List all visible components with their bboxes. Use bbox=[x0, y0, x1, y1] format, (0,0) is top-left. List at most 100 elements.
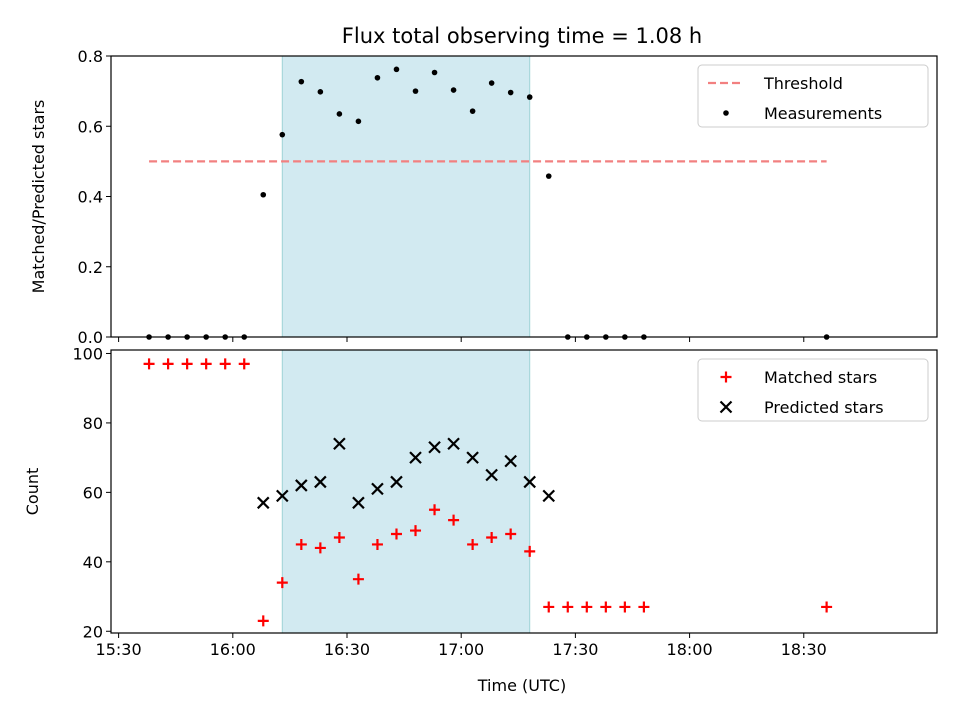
y-tick-label: 100 bbox=[72, 344, 103, 363]
matched-stars-marker bbox=[333, 532, 345, 544]
matched-stars-marker bbox=[543, 601, 555, 613]
axes-frame bbox=[110, 349, 938, 634]
measurement-point bbox=[355, 118, 362, 125]
matched-stars-marker bbox=[467, 538, 479, 550]
bottom-panel-counts: 15:30 16:00 16:30 17:00 17:30 18:00 18:30 20 40… bbox=[23, 344, 938, 659]
matched-stars-marker bbox=[600, 601, 612, 613]
predicted-stars-marker bbox=[504, 454, 517, 468]
measurement-point bbox=[374, 74, 381, 81]
matched-stars-marker bbox=[352, 573, 364, 585]
measurement-point bbox=[412, 88, 419, 94]
series-matched-stars bbox=[143, 358, 833, 627]
legend-measurements-swatch bbox=[723, 110, 729, 116]
matched-stars-marker bbox=[219, 358, 231, 370]
y-tick-label: 0.2 bbox=[78, 258, 103, 277]
matched-stars-marker bbox=[276, 577, 288, 589]
predicted-stars-marker bbox=[390, 475, 403, 489]
matched-stars-marker bbox=[314, 542, 326, 554]
measurement-point bbox=[336, 111, 343, 117]
matched-stars-marker bbox=[162, 358, 174, 370]
bottom-panel-x-ticks: 15:30 16:00 16:30 17:00 17:30 18:00 18:30 bbox=[96, 633, 827, 659]
y-tick-label: 20 bbox=[83, 622, 103, 641]
matched-stars-marker bbox=[524, 545, 536, 557]
matched-stars-marker bbox=[371, 538, 383, 550]
x-tick-label: 17:00 bbox=[438, 640, 484, 659]
observing-window-shade-top bbox=[281, 55, 531, 338]
top-panel-series bbox=[146, 66, 830, 340]
bottom-panel-y-ticks: 20 40 60 80 100 bbox=[72, 344, 111, 641]
bottom-panel-frame bbox=[110, 349, 938, 634]
measurement-point bbox=[526, 94, 533, 100]
predicted-stars-marker bbox=[485, 468, 498, 482]
y-tick-label: 40 bbox=[83, 553, 103, 572]
measurement-point bbox=[507, 89, 514, 96]
top-legend-box bbox=[697, 64, 929, 128]
observing-window-band bbox=[281, 349, 531, 634]
legend-label: Matched stars bbox=[764, 368, 877, 387]
top-y-axis-label: Matched/Predicted stars bbox=[29, 100, 48, 294]
measurement-point bbox=[469, 108, 476, 114]
predicted-stars-marker bbox=[333, 437, 346, 451]
observing-window-band bbox=[281, 55, 531, 338]
matched-stars-marker bbox=[257, 615, 269, 627]
matched-stars-marker bbox=[390, 528, 402, 540]
measurement-point bbox=[431, 69, 438, 76]
observing-window-shade-bottom bbox=[281, 349, 531, 634]
x-axis-label: Time (UTC) bbox=[477, 676, 566, 695]
bottom-y-axis-label: Count bbox=[23, 468, 42, 516]
top-legend-entries: Threshold Measurements bbox=[708, 74, 882, 123]
matched-stars-marker bbox=[486, 532, 498, 544]
measurement-point bbox=[488, 80, 495, 86]
predicted-stars-marker bbox=[466, 451, 479, 464]
predicted-stars-marker bbox=[314, 475, 327, 489]
x-tick-label: 16:00 bbox=[210, 640, 256, 659]
predicted-stars-marker bbox=[542, 489, 556, 503]
bottom-legend: Matched stars Predicted stars bbox=[697, 358, 929, 422]
x-tick-label: 16:30 bbox=[324, 640, 370, 659]
bottom-legend-box bbox=[697, 358, 929, 422]
matched-stars-marker bbox=[638, 601, 650, 613]
top-legend: Threshold Measurements bbox=[697, 64, 929, 128]
predicted-stars-marker bbox=[256, 496, 270, 510]
series-predicted-stars bbox=[256, 437, 556, 510]
y-tick-label: 0.6 bbox=[78, 117, 103, 136]
matched-stars-marker bbox=[143, 358, 155, 370]
matched-stars-marker bbox=[181, 358, 193, 370]
y-tick-label: 0.0 bbox=[78, 328, 103, 347]
matched-stars-marker bbox=[562, 601, 574, 613]
predicted-stars-marker bbox=[352, 496, 365, 510]
matched-stars-marker bbox=[429, 504, 441, 516]
x-tick-label: 18:00 bbox=[667, 640, 713, 659]
y-tick-label: 60 bbox=[83, 483, 103, 502]
matched-stars-marker bbox=[821, 601, 833, 613]
x-tick-label: 17:30 bbox=[552, 640, 598, 659]
predicted-stars-marker bbox=[409, 451, 422, 464]
legend-predicted-swatch bbox=[719, 400, 733, 414]
legend-label: Threshold bbox=[763, 74, 843, 93]
predicted-stars-marker bbox=[447, 437, 460, 451]
x-tick-label: 18:30 bbox=[781, 640, 827, 659]
matched-stars-marker bbox=[619, 601, 631, 613]
chart-title: Flux total observing time = 1.08 h bbox=[342, 24, 702, 48]
legend-matched-swatch bbox=[720, 371, 732, 383]
predicted-stars-marker bbox=[276, 489, 289, 503]
bottom-legend-entries: Matched stars Predicted stars bbox=[719, 368, 884, 417]
y-tick-label: 0.4 bbox=[78, 188, 103, 207]
measurement-point bbox=[279, 131, 286, 138]
bottom-panel-series bbox=[143, 358, 833, 627]
predicted-stars-marker bbox=[523, 475, 536, 489]
measurement-point bbox=[317, 89, 324, 95]
matched-stars-marker bbox=[581, 601, 593, 613]
measurement-point bbox=[545, 173, 552, 179]
matched-stars-marker bbox=[448, 514, 460, 526]
measurement-point bbox=[298, 78, 305, 85]
y-tick-label: 80 bbox=[83, 414, 103, 433]
top-panel-y-ticks: 0.0 0.2 0.4 0.6 0.8 bbox=[78, 47, 111, 347]
x-tick-label: 15:30 bbox=[96, 640, 142, 659]
matched-stars-marker bbox=[200, 358, 212, 370]
top-panel-ratio: 0.00.20.40.60.8 Matched/Predicted stars … bbox=[29, 47, 938, 347]
matched-stars-marker bbox=[410, 525, 422, 537]
measurement-point bbox=[450, 87, 457, 93]
y-tick-label: 0.8 bbox=[78, 47, 103, 66]
